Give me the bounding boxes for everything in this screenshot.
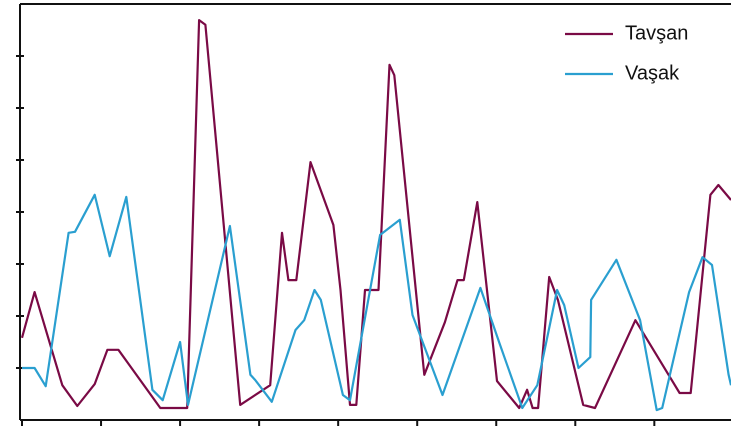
legend-label: Vaşak bbox=[625, 62, 680, 84]
series-line bbox=[22, 193, 731, 412]
series-line bbox=[20, 19, 731, 410]
legend-label: Tavşan bbox=[625, 22, 688, 44]
